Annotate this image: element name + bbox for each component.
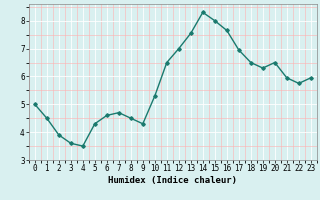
X-axis label: Humidex (Indice chaleur): Humidex (Indice chaleur): [108, 176, 237, 185]
